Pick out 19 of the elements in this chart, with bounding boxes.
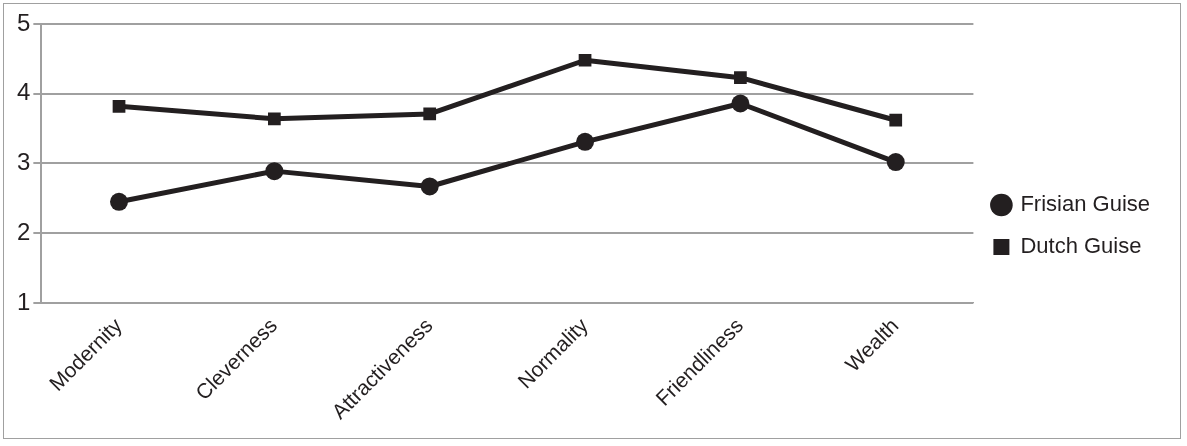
point (265, 162, 284, 181)
point (268, 112, 281, 126)
y-tick-label: 2 (16, 217, 31, 245)
point (578, 53, 592, 67)
y-tick-label: 3 (16, 148, 31, 176)
point (734, 71, 747, 85)
y-tick-label: 5 (16, 8, 31, 36)
point (889, 113, 903, 127)
y-tick-label: 1 (16, 287, 31, 315)
point (112, 99, 126, 113)
legend-label: Frisian Guise (1020, 191, 1150, 217)
y-tick-label: 4 (16, 78, 31, 106)
point (423, 107, 437, 121)
legend-label: Dutch Guise (1020, 233, 1142, 259)
point (576, 132, 595, 151)
point (886, 153, 905, 172)
point (731, 94, 750, 113)
point (420, 177, 439, 196)
point (110, 192, 129, 211)
